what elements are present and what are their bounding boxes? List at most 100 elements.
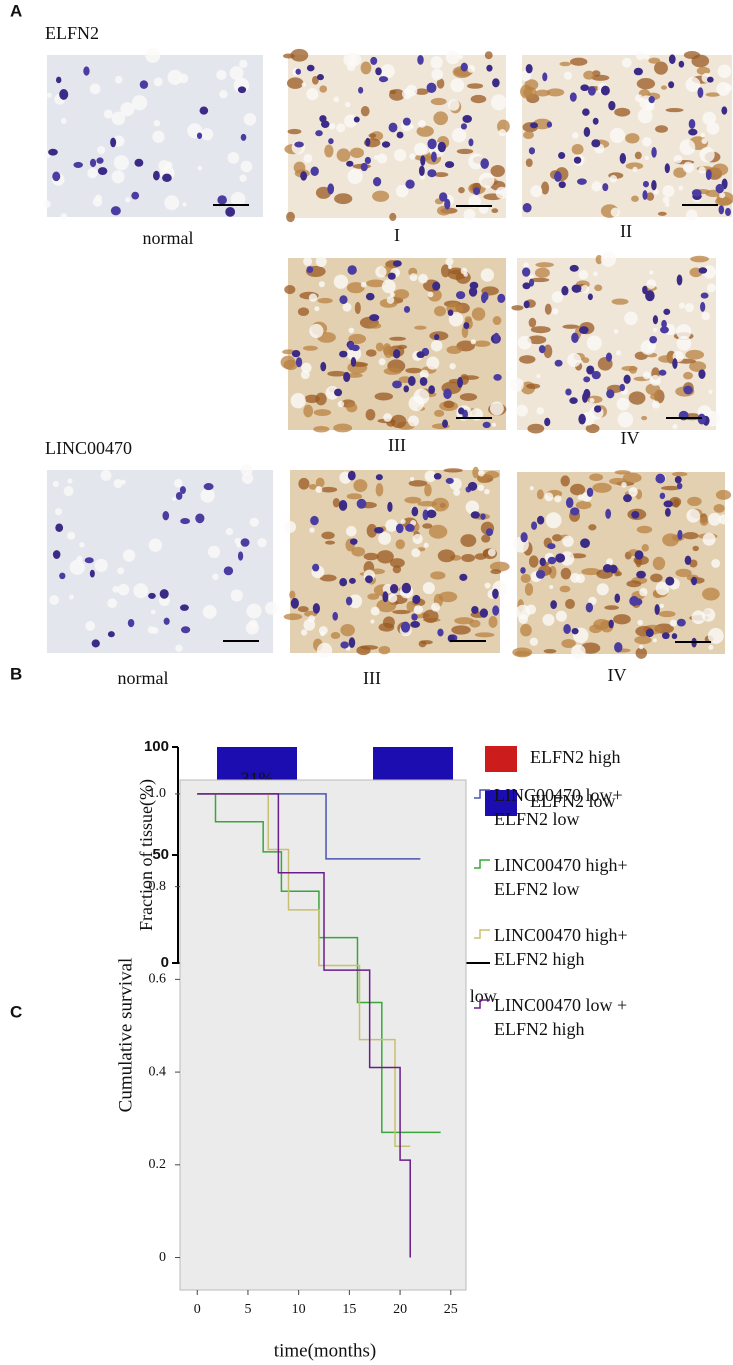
stain [560,567,572,580]
nucleus [310,515,319,526]
void [63,486,74,497]
void [249,517,259,527]
void [426,356,440,370]
nucleus [373,176,382,187]
stain [472,466,480,479]
stain [654,61,668,75]
stain [382,343,392,356]
nucleus [586,365,595,375]
panel-label: A [10,1,22,20]
nucleus [295,357,303,368]
void [165,161,173,169]
void [477,469,485,477]
void [306,88,319,101]
stain [321,531,335,540]
nucleus [162,173,172,183]
y-tick-label: 0 [159,1250,166,1265]
void [381,279,396,294]
stain [490,569,502,575]
void [405,84,418,97]
void [586,335,602,351]
nucleus [306,64,315,72]
nucleus [427,169,437,178]
void [701,608,716,622]
nucleus [131,191,140,200]
stain [324,540,336,545]
stain [658,355,675,363]
void [49,595,59,605]
stain [372,190,390,202]
stain [440,264,450,278]
void [300,629,308,636]
nucleus [417,54,424,65]
nucleus [159,589,169,599]
nucleus [458,407,465,415]
nucleus [55,523,64,533]
plot-background [179,779,467,1291]
nucleus [654,604,660,615]
void [200,128,214,141]
void [651,400,660,409]
nucleus [525,63,533,74]
stain [474,553,487,560]
void [662,196,670,204]
void [212,573,219,580]
nucleus [339,577,348,587]
stain [592,482,612,493]
void [112,586,120,593]
void [342,302,352,312]
void [575,573,585,584]
nucleus [591,139,601,148]
void [216,69,227,80]
stain [378,645,391,655]
stain [456,148,474,155]
void [431,68,443,81]
nucleus [571,284,582,293]
void [219,89,228,99]
void [373,155,379,160]
panel-label: B [10,664,22,683]
stain [360,105,370,117]
nucleus [434,333,440,341]
void [113,155,129,171]
stain [283,613,303,621]
y-tick-label: 0.6 [149,972,167,987]
void [644,53,650,60]
stain [692,545,699,552]
void [230,589,243,602]
void [706,122,720,135]
void [708,644,714,650]
nucleus [677,529,683,540]
stain [575,500,592,510]
nucleus [642,285,648,295]
stain [520,573,531,583]
void [639,587,648,597]
nucleus [642,180,649,188]
stain [383,367,402,375]
nucleus [651,179,657,191]
void [52,481,59,488]
void [549,585,554,590]
void [316,642,333,658]
stain [313,425,330,433]
void [470,339,477,345]
void [241,472,254,484]
nucleus [587,293,593,301]
image-label: IV [621,428,640,448]
nucleus [350,356,357,367]
void [172,496,177,501]
void [450,78,465,93]
nucleus [493,332,500,343]
nucleus [555,553,566,563]
stain [297,606,309,613]
void [103,109,113,119]
void [122,549,136,562]
nucleus [295,68,301,75]
void [717,64,732,79]
y-tick-label: 0.4 [149,1064,167,1079]
void [202,604,217,619]
nucleus [580,538,590,549]
void [571,132,579,139]
x-tick-label: 0 [194,1302,201,1317]
stain [512,647,533,658]
